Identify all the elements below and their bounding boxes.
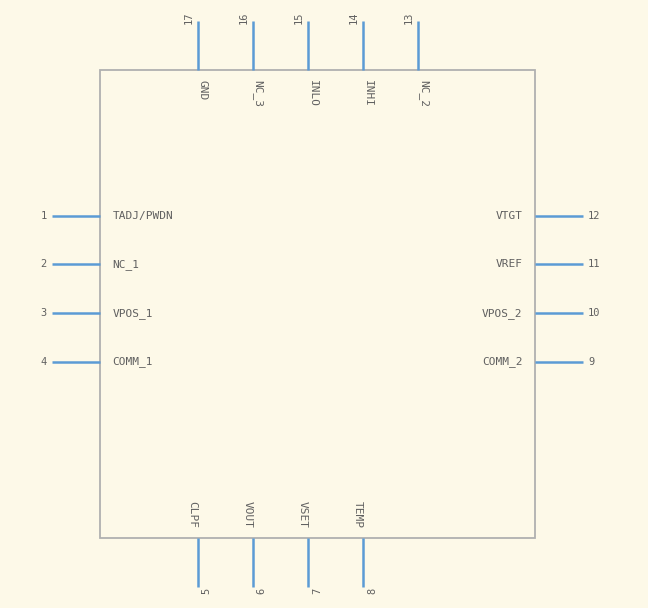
Text: VOUT: VOUT (243, 501, 253, 528)
Text: COMM_1: COMM_1 (113, 356, 153, 367)
Text: VPOS_2: VPOS_2 (482, 308, 522, 319)
Bar (100, 70, 535, 538)
Text: 11: 11 (588, 260, 601, 269)
Text: 17: 17 (183, 11, 194, 24)
Text: 8: 8 (367, 587, 377, 594)
Text: TEMP: TEMP (353, 501, 363, 528)
Text: VSET: VSET (298, 501, 308, 528)
Text: 3: 3 (41, 308, 47, 318)
Text: INLO: INLO (308, 80, 318, 107)
Text: NC_1: NC_1 (113, 259, 139, 270)
Text: VTGT: VTGT (496, 211, 522, 221)
Text: VREF: VREF (496, 260, 522, 269)
Text: 5: 5 (202, 587, 212, 594)
Text: 10: 10 (588, 308, 601, 318)
Text: CLPF: CLPF (188, 501, 198, 528)
Text: 1: 1 (41, 211, 47, 221)
Text: NC_3: NC_3 (253, 80, 264, 107)
Text: 12: 12 (588, 211, 601, 221)
Text: VPOS_1: VPOS_1 (113, 308, 153, 319)
Text: 4: 4 (41, 357, 47, 367)
Text: GND: GND (198, 80, 207, 100)
Text: 16: 16 (238, 11, 249, 24)
Text: 2: 2 (41, 260, 47, 269)
Text: 6: 6 (257, 587, 267, 594)
Text: 9: 9 (588, 357, 594, 367)
Text: 13: 13 (404, 11, 414, 24)
Text: 15: 15 (294, 11, 304, 24)
Text: INHI: INHI (363, 80, 373, 107)
Text: COMM_2: COMM_2 (482, 356, 522, 367)
Text: 14: 14 (349, 11, 359, 24)
Text: 7: 7 (312, 587, 322, 594)
Text: TADJ/PWDN: TADJ/PWDN (113, 211, 173, 221)
Text: NC_2: NC_2 (418, 80, 429, 107)
